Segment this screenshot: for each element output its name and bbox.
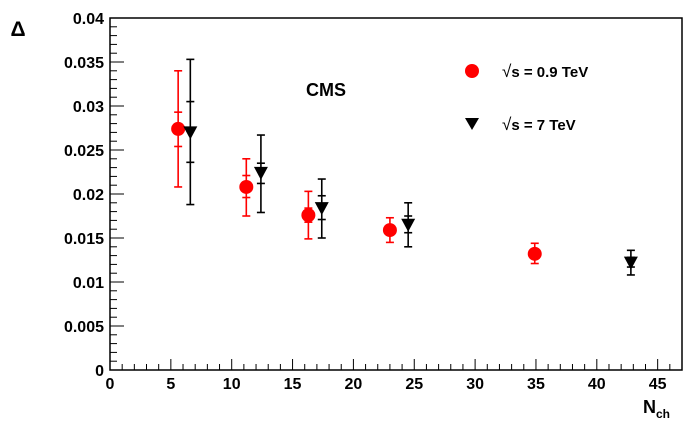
x-axis-label-sub: ch: [656, 407, 670, 421]
y-tick-label: 0.035: [64, 55, 104, 72]
axis-ticks: [109, 17, 683, 371]
data-point: [171, 121, 186, 136]
x-tick-label: 30: [466, 376, 484, 393]
y-tick-label: 0.02: [73, 187, 104, 204]
series-1: [171, 70, 542, 265]
x-tick-labels: 0 5 10 15 20 25 30 35 40 45: [106, 376, 667, 393]
y-tick-label: 0.01: [73, 275, 104, 292]
data-point: [239, 179, 254, 194]
y-tick-labels: 0 0.005 0.01 0.015 0.02 0.025 0.03 0.035 0.04: [64, 11, 104, 380]
x-tick-label: 35: [527, 376, 545, 393]
data-point: [314, 202, 329, 216]
series-2: [183, 58, 638, 276]
x-tick-label: 5: [166, 376, 175, 393]
x-axis-label: Nch: [643, 397, 670, 421]
data-point: [183, 126, 198, 140]
plot-frame: [109, 17, 683, 371]
legend-text-2: s = 7 TeV: [511, 117, 575, 134]
legend-sqrt-2: √: [502, 115, 512, 134]
y-tick-label: 0.04: [73, 11, 104, 28]
data-marks: [171, 58, 638, 276]
data-point: [301, 208, 316, 223]
x-tick-label: 15: [284, 376, 302, 393]
y-axis-label: Δ: [10, 18, 25, 41]
x-tick-label: 20: [345, 376, 363, 393]
x-tick-label: 40: [588, 376, 606, 393]
y-tick-label: 0.015: [64, 231, 104, 248]
data-point: [253, 166, 268, 180]
x-tick-label: 0: [106, 376, 115, 393]
legend-sqrt-1: √: [502, 62, 512, 81]
legend: √s = 0.9 TeV √s = 7 TeV: [465, 62, 588, 134]
data-point: [623, 256, 638, 270]
legend-label-series-1: √s = 0.9 TeV: [502, 62, 588, 81]
y-tick-label: 0.03: [73, 99, 104, 116]
x-tick-label: 10: [223, 376, 241, 393]
data-point: [382, 223, 397, 238]
y-tick-label: 0.005: [64, 319, 104, 336]
legend-label-series-2: √s = 7 TeV: [502, 115, 576, 134]
x-tick-label: 45: [649, 376, 667, 393]
y-tick-label: 0: [95, 363, 104, 380]
legend-marker-series-1: [465, 64, 479, 78]
data-point: [527, 246, 542, 261]
y-tick-label: 0.025: [64, 143, 104, 160]
legend-marker-series-2: [465, 118, 479, 130]
x-axis-label-main: N: [643, 397, 656, 417]
data-point: [401, 218, 416, 232]
legend-text-1: s = 0.9 TeV: [511, 64, 588, 81]
x-tick-label: 25: [405, 376, 423, 393]
experiment-label: CMS: [306, 80, 346, 100]
